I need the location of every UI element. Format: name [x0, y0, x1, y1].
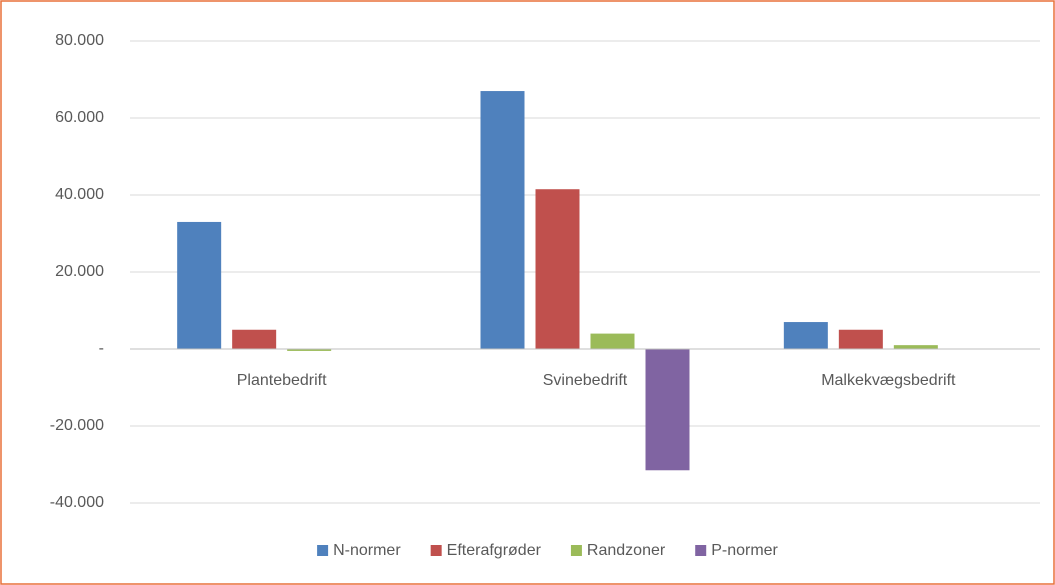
x-tick-label: Plantebedrift: [237, 372, 327, 389]
y-tick-label: 40.000: [55, 186, 104, 203]
y-tick-label: 20.000: [55, 263, 104, 280]
bar: [893, 345, 938, 349]
bar: [232, 329, 277, 349]
y-tick-label: 80.000: [55, 32, 104, 49]
bar: [287, 349, 332, 351]
legend-swatch: [695, 545, 707, 556]
legend-label: Efterafgrøder: [447, 542, 542, 559]
bar: [535, 189, 580, 349]
bar: [177, 221, 222, 349]
bar: [645, 349, 690, 471]
x-tick-label: Malkekvægsbedrift: [821, 372, 956, 389]
legend-swatch: [570, 545, 582, 556]
legend-swatch: [430, 545, 442, 556]
bar: [838, 329, 883, 349]
legend-swatch: [317, 545, 329, 556]
y-tick-label: -: [99, 340, 104, 357]
bar: [783, 322, 828, 349]
x-tick-label: Svinebedrift: [543, 372, 628, 389]
y-tick-label: -40.000: [50, 494, 104, 511]
legend-label: N-normer: [333, 542, 401, 559]
y-tick-label: -20.000: [50, 417, 104, 434]
y-tick-label: 60.000: [55, 109, 104, 126]
bar: [480, 91, 525, 350]
legend-label: Randzoner: [587, 542, 666, 559]
bar: [590, 333, 635, 349]
legend-label: P-normer: [711, 542, 778, 559]
